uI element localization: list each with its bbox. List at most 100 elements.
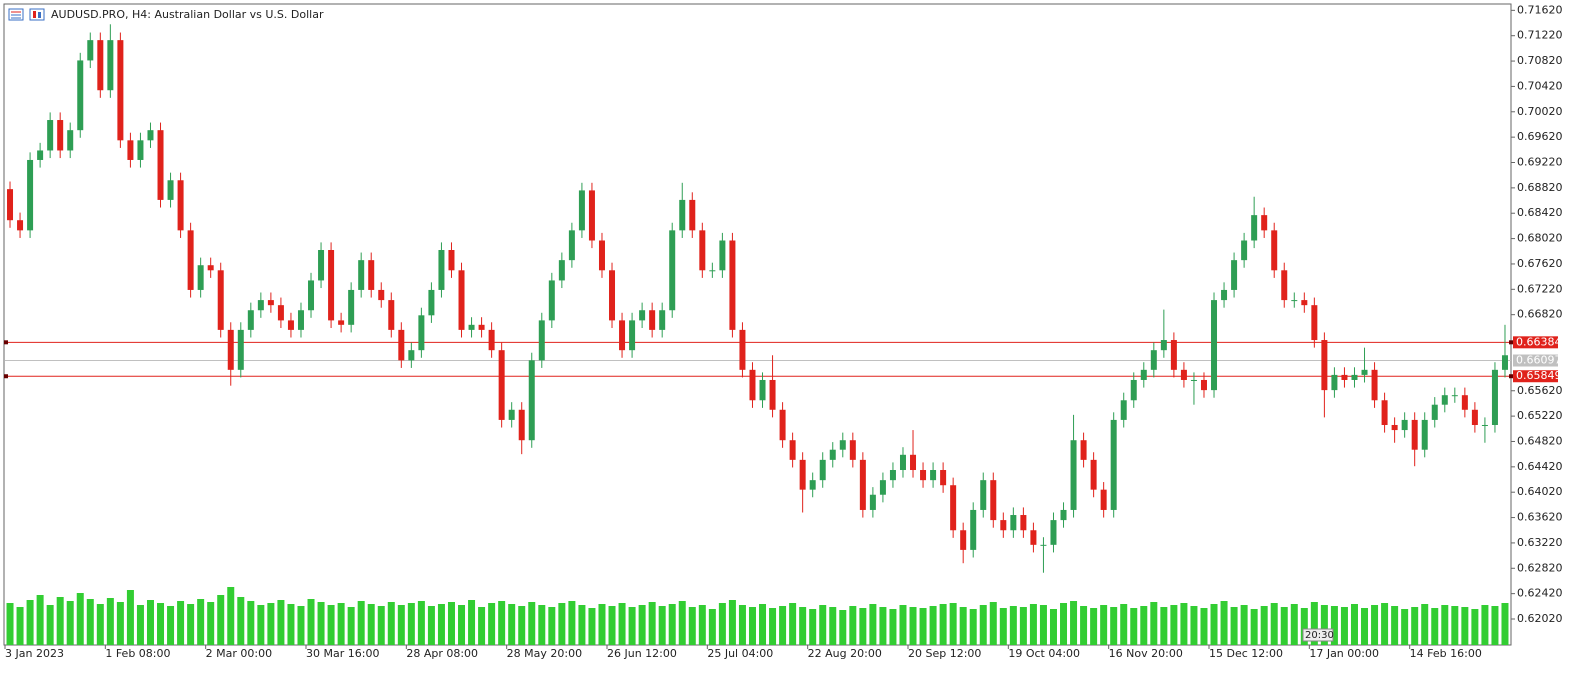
candle-body <box>699 230 706 271</box>
volume-bar <box>869 604 877 645</box>
candle-body <box>157 130 164 200</box>
candle-body <box>267 300 274 306</box>
volume-bar <box>267 603 275 645</box>
clock-box <box>1302 628 1334 642</box>
candle-body <box>759 379 766 401</box>
candle-body <box>308 280 315 311</box>
x-tick-label: 17 Jan 00:00 <box>1309 647 1379 660</box>
volume-bar <box>427 606 435 645</box>
volume-bar <box>1340 607 1348 645</box>
volume-bar <box>447 602 455 645</box>
volume-bar <box>809 609 817 645</box>
candle-body <box>920 470 927 481</box>
candle-body <box>528 360 535 441</box>
y-tick-label: 0.69620 <box>1517 130 1563 143</box>
candle-body <box>729 240 736 330</box>
volume-bar <box>748 607 756 645</box>
volume-bar <box>1280 607 1288 645</box>
candle-body <box>247 310 254 330</box>
volume-bar <box>488 603 496 645</box>
candle-body <box>508 409 515 420</box>
candle-body <box>57 120 64 151</box>
candle-body <box>408 350 415 361</box>
volume-bar <box>146 600 154 645</box>
y-tick-label: 0.70420 <box>1517 79 1563 92</box>
icon-chart[interactable] <box>29 8 45 21</box>
candle-body <box>548 280 555 321</box>
candle-body <box>1030 530 1037 545</box>
y-tick-label: 0.70820 <box>1517 54 1563 67</box>
candle-body <box>1200 379 1207 391</box>
volume-bar <box>357 601 365 645</box>
candle-body <box>709 270 716 272</box>
y-tick-label: 0.68020 <box>1517 232 1563 245</box>
candle-body <box>1331 374 1338 391</box>
volume-bar <box>1180 603 1188 645</box>
y-tick-label: 0.68420 <box>1517 206 1563 219</box>
y-tick-label: 0.68820 <box>1517 181 1563 194</box>
volume-bar <box>969 609 977 645</box>
volume-bar <box>407 603 415 645</box>
volume-bar <box>1200 608 1208 645</box>
volume-bar <box>1361 608 1369 645</box>
volume-bar <box>799 607 807 645</box>
volume-bar <box>1250 609 1258 645</box>
volume-bar <box>96 604 104 645</box>
candle-body <box>87 40 94 61</box>
candle-body <box>1421 419 1428 450</box>
volume-bar <box>979 605 987 645</box>
icon-bar <box>33 11 36 18</box>
volume-bar <box>56 597 64 645</box>
y-tick-label: 0.62420 <box>1517 587 1563 600</box>
x-tick-label: 16 Nov 20:00 <box>1109 647 1183 660</box>
candle-body <box>879 480 886 495</box>
candle-body <box>498 350 505 420</box>
volume-bar <box>819 605 827 645</box>
candle-body <box>1231 260 1238 290</box>
volume-bar <box>1060 603 1068 645</box>
volume-bar <box>598 604 606 645</box>
candle-body <box>1281 270 1288 301</box>
candle-body <box>1010 515 1017 531</box>
candle-body <box>77 60 84 131</box>
candle-body <box>789 440 796 460</box>
candle-body <box>1491 369 1498 425</box>
volume-bar <box>297 606 305 645</box>
volume-bar <box>839 610 847 645</box>
y-tick-label: 0.67220 <box>1517 282 1563 295</box>
volume-bar <box>1150 602 1158 645</box>
volume-bar <box>237 597 245 645</box>
volume-bar <box>638 605 646 645</box>
candle-body <box>1100 489 1107 510</box>
candle-body <box>368 260 375 290</box>
volume-bar <box>1120 604 1128 645</box>
volume-bar <box>347 607 355 645</box>
volume-bar <box>518 606 526 645</box>
candle-body <box>97 40 104 91</box>
volume-bar <box>227 587 235 645</box>
candle-body <box>1401 419 1408 431</box>
volume-bar <box>1471 609 1479 645</box>
icon-bar <box>38 12 41 18</box>
volume-bar <box>126 590 134 645</box>
candle-body <box>1411 419 1418 450</box>
candle-body <box>1211 300 1218 391</box>
candle-body <box>438 250 445 290</box>
candle-body <box>659 310 666 330</box>
candle-body <box>910 454 917 471</box>
candle-body <box>177 180 184 231</box>
x-tick-label: 25 Jul 04:00 <box>707 647 773 660</box>
x-tick-label: 22 Aug 20:00 <box>808 647 882 660</box>
y-tick-label: 0.71620 <box>1517 3 1563 16</box>
candle-body <box>679 199 686 231</box>
volume-bar <box>1371 605 1379 645</box>
volume-bar <box>1461 607 1469 645</box>
candle-body <box>137 140 144 160</box>
clock: 20:30 <box>1305 630 1334 641</box>
plot-frame <box>3 3 1512 646</box>
volume-bar <box>769 608 777 645</box>
candle-body <box>37 150 44 160</box>
candle-body <box>1261 215 1268 231</box>
y-tick-label: 0.69220 <box>1517 156 1563 169</box>
